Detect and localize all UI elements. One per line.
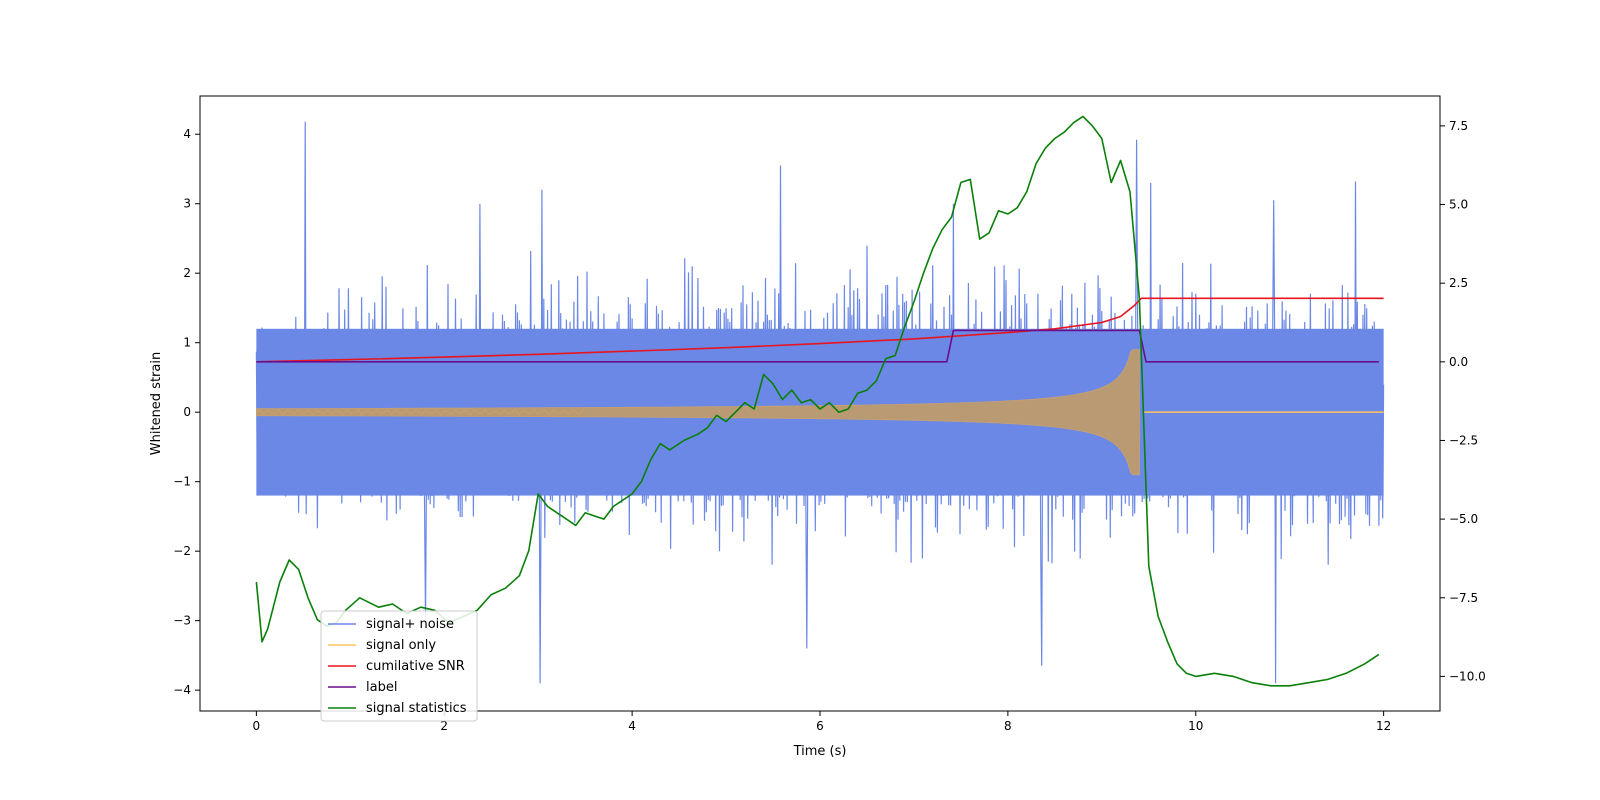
y-right-tick-label: 5.0 — [1449, 198, 1468, 212]
x-tick-label: 2 — [440, 719, 448, 733]
legend-label-signal-only: signal only — [366, 638, 436, 653]
y-right-tick-label: −2.5 — [1449, 433, 1478, 447]
y-axis-label: Whitened strain — [149, 352, 164, 455]
series-signal-only-oscillation — [256, 408, 584, 416]
series-label — [256, 329, 1379, 363]
y-tick-label: −4 — [173, 683, 191, 697]
y-tick-label: 2 — [183, 266, 191, 280]
legend-frame — [320, 610, 478, 722]
x-axis-label: Time (s) — [793, 744, 847, 759]
x-tick-label: 0 — [253, 719, 261, 733]
series-cumilative-snr — [256, 297, 1384, 363]
y-tick-label: −3 — [173, 614, 191, 628]
x-tick-label: 6 — [816, 719, 824, 733]
legend-label-signal-noise: signal+ noise — [366, 617, 454, 632]
y-right-tick-label: −7.5 — [1449, 591, 1478, 605]
series-signal-only-envelope — [255, 349, 1140, 476]
y-right-tick-label: −5.0 — [1449, 512, 1478, 526]
legend: signal+ noise signal only cumilative SNR la… — [320, 610, 478, 722]
x-tick-label: 12 — [1376, 719, 1391, 733]
y-axis-ticks: −4 −3 −2 −1 0 1 2 3 4 — [173, 127, 200, 697]
legend-label-cumilative-snr: cumilative SNR — [366, 659, 465, 674]
y-right-axis-ticks: −10.0 −7.5 −5.0 −2.5 0.0 2.5 5.0 7.5 — [1440, 119, 1486, 683]
y-tick-label: 1 — [183, 336, 191, 350]
x-tick-label: 10 — [1188, 719, 1203, 733]
y-tick-label: 3 — [183, 197, 191, 211]
y-tick-label: 4 — [183, 127, 191, 141]
legend-label-label: label — [366, 680, 397, 695]
y-tick-label: −1 — [173, 475, 191, 489]
y-tick-label: 0 — [183, 405, 191, 419]
x-axis-ticks: 0 2 4 6 8 10 12 — [253, 711, 1391, 733]
x-tick-label: 4 — [628, 719, 636, 733]
y-right-tick-label: −10.0 — [1449, 669, 1486, 683]
y-right-tick-label: 7.5 — [1449, 119, 1468, 133]
x-tick-label: 8 — [1004, 719, 1012, 733]
y-right-tick-label: 2.5 — [1449, 276, 1468, 290]
y-right-tick-label: 0.0 — [1449, 355, 1468, 369]
legend-label-signal-statistics: signal statistics — [366, 701, 467, 716]
y-tick-label: −2 — [173, 544, 191, 558]
